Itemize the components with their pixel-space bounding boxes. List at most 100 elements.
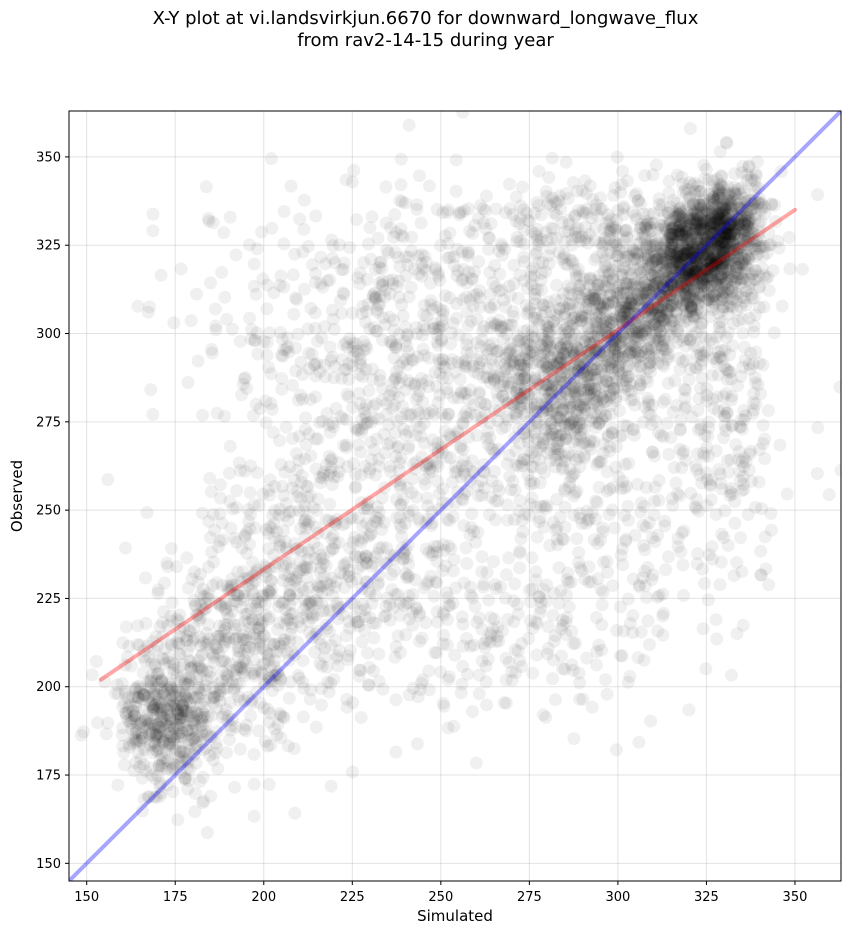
data-point [346, 765, 359, 779]
data-point [225, 604, 239, 618]
data-point [168, 689, 182, 703]
data-point [221, 709, 235, 723]
data-point [274, 731, 288, 745]
data-point [196, 408, 209, 422]
data-point [118, 658, 132, 672]
data-point [246, 555, 260, 569]
data-point [580, 316, 594, 330]
data-point [136, 692, 149, 706]
data-point [167, 730, 181, 744]
data-point [155, 697, 168, 710]
data-point [155, 729, 169, 743]
data-point [174, 262, 188, 276]
data-point [299, 512, 313, 526]
data-point [163, 705, 177, 719]
data-point [247, 653, 261, 667]
data-point [118, 696, 131, 710]
data-point [212, 619, 226, 633]
data-point [162, 739, 176, 753]
data-point [142, 680, 156, 694]
data-point [414, 216, 428, 230]
data-point [283, 675, 297, 689]
data-point [470, 312, 484, 326]
data-point [308, 306, 322, 320]
data-point [252, 621, 266, 635]
data-point [213, 694, 227, 708]
data-point [247, 747, 261, 761]
data-point [146, 746, 159, 759]
data-point [156, 736, 170, 750]
data-point [204, 485, 218, 499]
data-point [187, 565, 201, 579]
data-point [513, 546, 527, 560]
data-point [211, 629, 225, 643]
data-point [182, 674, 196, 688]
data-point [122, 714, 135, 728]
data-point [253, 402, 267, 416]
data-point [366, 288, 380, 302]
data-point [795, 262, 809, 276]
data-point [215, 578, 229, 592]
data-point [193, 775, 207, 789]
data-point [164, 637, 178, 651]
data-point [129, 756, 143, 770]
data-point [186, 691, 200, 704]
data-point [559, 336, 573, 350]
data-point [77, 725, 91, 739]
data-point [310, 577, 324, 591]
data-point [388, 208, 402, 222]
data-point [243, 537, 257, 551]
data-point [208, 523, 221, 537]
data-point [487, 373, 501, 387]
data-point [191, 575, 205, 589]
data-point [578, 451, 591, 465]
data-point [286, 268, 300, 282]
data-point [274, 709, 288, 723]
data-point [283, 634, 297, 648]
data-point [310, 608, 324, 621]
data-point [157, 735, 171, 749]
data-point [200, 728, 214, 742]
data-point [133, 679, 147, 693]
data-point [181, 376, 195, 389]
data-point [159, 733, 173, 747]
data-point [187, 714, 201, 728]
data-point [142, 727, 156, 741]
data-point [455, 610, 469, 624]
data-point [197, 729, 211, 743]
data-point [260, 278, 274, 292]
data-point [185, 572, 199, 586]
data-point [173, 713, 187, 727]
data-point [362, 679, 376, 692]
data-point [187, 731, 201, 745]
data-point [782, 231, 796, 244]
data-point [149, 731, 163, 745]
data-point [348, 481, 362, 495]
data-point [170, 668, 184, 682]
data-point [256, 588, 270, 602]
data-point [367, 443, 381, 457]
data-point [99, 727, 113, 741]
data-point [196, 717, 210, 731]
data-point [145, 717, 159, 731]
data-point [135, 731, 149, 745]
data-point [301, 491, 315, 504]
data-point [132, 685, 146, 699]
data-point [621, 370, 635, 383]
data-point [153, 780, 167, 793]
data-point [170, 612, 184, 626]
data-point [140, 506, 154, 520]
data-point [225, 675, 239, 689]
data-point [166, 761, 180, 775]
data-point [409, 392, 423, 406]
data-point [181, 723, 194, 737]
data-point [384, 436, 398, 450]
data-point [199, 638, 213, 652]
data-point [158, 657, 172, 671]
data-point [311, 432, 325, 446]
data-point [284, 179, 298, 193]
data-point [161, 651, 175, 665]
data-point [149, 743, 163, 757]
data-point [153, 730, 167, 743]
data-point [145, 657, 159, 670]
